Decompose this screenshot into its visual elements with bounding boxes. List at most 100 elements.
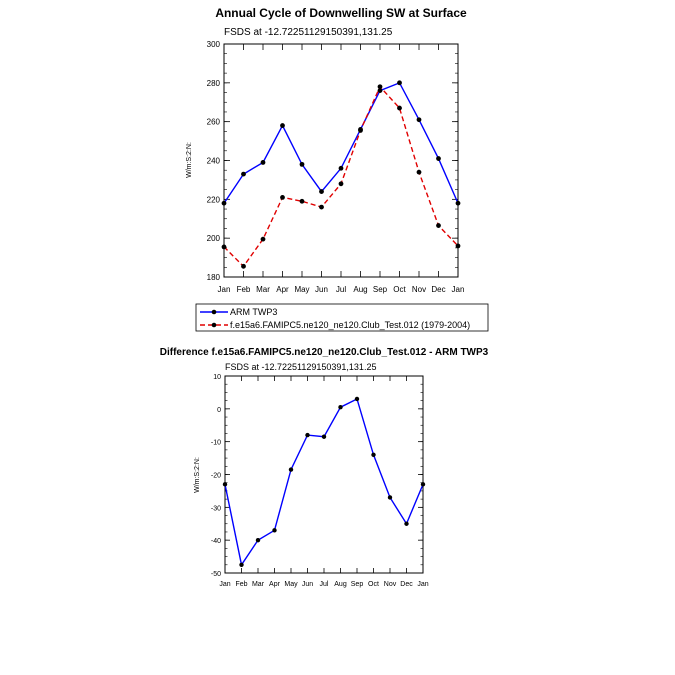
x-tick-label: Jan — [219, 581, 230, 588]
series-0-point — [260, 160, 266, 165]
series-1-point — [397, 105, 402, 111]
x-tick-label: Jan — [218, 285, 231, 294]
x-tick-label: Nov — [384, 581, 397, 588]
difference-chart: Difference f.e15a6.FAMIPC5.ne120_ne120.C… — [160, 347, 489, 588]
x-tick-label: Mar — [252, 581, 265, 588]
series-1-point — [319, 204, 324, 210]
chart2-ylabel: W/m:S:2:N: — [194, 457, 201, 493]
series-0-point — [222, 482, 228, 487]
x-tick-label: Oct — [368, 581, 379, 588]
series-0-point — [387, 495, 393, 500]
x-tick-label: Dec — [400, 581, 413, 588]
y-tick-label: 180 — [207, 273, 221, 282]
series-0-point — [354, 396, 360, 402]
series-0-point — [299, 161, 305, 167]
y-tick-label: 220 — [207, 195, 221, 204]
series-1-point — [455, 243, 461, 249]
chart2-ticks — [224, 375, 424, 574]
chart1-subtitle: FSDS at -12.72251129150391,131.25 — [224, 27, 393, 38]
series-0-point — [436, 156, 441, 161]
x-tick-label: Jan — [452, 285, 465, 294]
chart2-plot-frame — [224, 375, 424, 574]
chart2-title: Difference f.e15a6.FAMIPC5.ne120_ne120.C… — [160, 347, 489, 358]
y-tick-label: 260 — [207, 118, 221, 127]
x-tick-label: Nov — [412, 285, 426, 294]
series-0-point — [338, 404, 343, 410]
series-0-point — [288, 467, 294, 472]
x-tick-label: Jun — [302, 581, 313, 588]
x-tick-label: Jun — [315, 285, 328, 294]
series-0-point — [338, 165, 344, 171]
series-0-point — [397, 80, 402, 86]
series-0-point — [404, 521, 409, 526]
x-tick-label: Jul — [320, 581, 329, 588]
series-0-point — [319, 189, 324, 194]
series-1-point — [377, 84, 383, 90]
y-tick-label: -10 — [211, 440, 221, 447]
legend-label-arm: ARM TWP3 — [230, 307, 277, 317]
series-0-point — [420, 482, 426, 487]
chart1-plot-frame — [223, 43, 459, 278]
x-tick-label: Aug — [334, 581, 347, 588]
y-tick-label: 280 — [207, 79, 221, 88]
series-1-point — [358, 128, 363, 133]
series-1-point — [280, 194, 285, 200]
y-tick-label: 200 — [207, 234, 221, 243]
legend-marker-arm — [211, 309, 217, 315]
series-0-point — [305, 432, 310, 438]
x-tick-label: Oct — [393, 285, 406, 294]
chart1-series — [221, 80, 461, 269]
legend-marker-model — [211, 322, 217, 328]
series-0-point — [255, 537, 261, 543]
series-0-point — [321, 434, 327, 439]
y-tick-label: 300 — [207, 40, 221, 49]
series-0-point — [272, 528, 277, 533]
legend-label-model: f.e15a6.FAMIPC5.ne120_ne120.Club_Test.01… — [230, 320, 470, 330]
chart1-legend: ARM TWP3 f.e15a6.FAMIPC5.ne120_ne120.Clu… — [195, 303, 489, 332]
x-tick-label: May — [284, 581, 298, 588]
series-0-point — [377, 88, 383, 93]
chart1-ticks — [223, 43, 459, 278]
series-0-point — [371, 452, 376, 457]
series-1-point — [241, 263, 246, 269]
series-0-point — [221, 200, 227, 206]
chart2-series — [222, 396, 426, 567]
chart2-x-tick-labels: Jan Feb Mar Apr May Jun Jul Aug Sep Oct Nov Dec Jan — [219, 581, 428, 588]
y-tick-label: -50 — [211, 571, 221, 578]
chart1-title: Annual Cycle of Downwelling SW at Surfac… — [215, 6, 467, 20]
x-tick-label: Dec — [431, 285, 445, 294]
x-tick-label: Apr — [269, 581, 281, 588]
chart1-ylabel: W/m:S:2:N: — [186, 142, 193, 178]
x-tick-label: Aug — [353, 285, 367, 294]
series-line-1 — [223, 85, 459, 268]
series-1-point — [436, 223, 441, 228]
chart1-x-tick-labels: Jan Feb Mar Apr May Jun Jul Aug Sep Oct Nov Dec Jan — [218, 285, 465, 294]
x-tick-label: Jul — [336, 285, 346, 294]
x-tick-label: Feb — [235, 581, 247, 588]
y-tick-label: 10 — [213, 374, 221, 381]
chart1-y-tick-labels: 180 200 220 240 260 280 300 — [207, 40, 221, 282]
x-tick-label: Sep — [373, 285, 388, 294]
series-1-point — [338, 181, 344, 187]
legend-box — [195, 303, 489, 332]
series-1-point — [221, 244, 227, 250]
x-tick-label: Mar — [256, 285, 270, 294]
series-0-point — [416, 117, 422, 123]
x-tick-label: Jan — [417, 581, 428, 588]
series-line-0 — [224, 397, 424, 567]
series-0-point — [455, 200, 461, 206]
chart2-y-tick-labels: -50 -40 -30 -20 -10 0 10 — [211, 374, 221, 578]
x-tick-label: Sep — [351, 581, 364, 588]
x-tick-label: Feb — [237, 285, 251, 294]
series-1-point — [299, 198, 305, 204]
y-tick-label: 240 — [207, 157, 221, 166]
series-1-point — [260, 236, 266, 242]
y-tick-label: -20 — [211, 473, 221, 480]
x-tick-label: Apr — [276, 285, 289, 294]
x-tick-label: May — [294, 285, 309, 294]
annual-cycle-chart: Annual Cycle of Downwelling SW at Surfac… — [186, 6, 467, 294]
series-0-point — [239, 562, 244, 567]
chart2-subtitle: FSDS at -12.72251129150391,131.25 — [225, 362, 376, 372]
y-tick-label: -30 — [211, 505, 221, 512]
